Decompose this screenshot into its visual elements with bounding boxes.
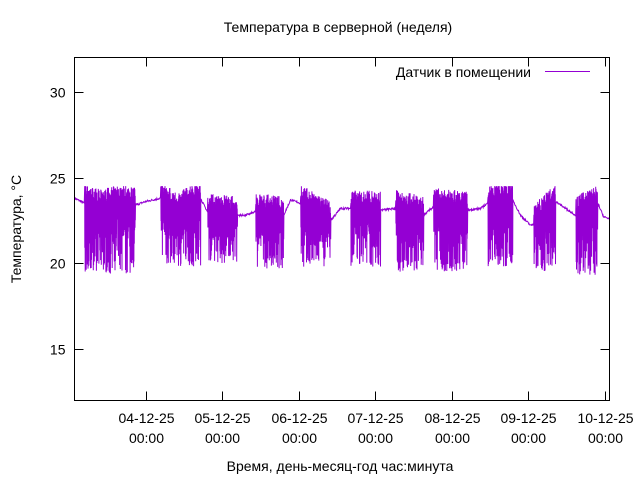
y-tick-label: 20 — [50, 256, 66, 272]
x-tick-time: 00:00 — [435, 430, 470, 446]
x-tick-date: 06-12-25 — [271, 410, 327, 426]
x-tick-time: 00:00 — [205, 430, 240, 446]
x-axis-label: Время, день-месяц-год час:минута — [227, 458, 454, 474]
x-tick-time: 00:00 — [511, 430, 546, 446]
x-tick-date: 10-12-25 — [577, 410, 633, 426]
x-tick-date: 07-12-25 — [347, 410, 403, 426]
plot-border — [74, 57, 610, 401]
x-tick-time: 00:00 — [129, 430, 164, 446]
y-axis-label: Температура, °C — [8, 175, 24, 283]
y-tick-label: 30 — [50, 85, 66, 101]
series-line-sensor — [74, 186, 610, 275]
x-tick-date: 04-12-25 — [118, 410, 174, 426]
x-tick-time: 00:00 — [358, 430, 393, 446]
legend: Датчик в помещении — [396, 64, 590, 80]
x-tick-date: 08-12-25 — [424, 410, 480, 426]
chart-title: Температура в серверной (неделя) — [224, 19, 452, 35]
x-tick-time: 00:00 — [282, 430, 317, 446]
y-tick-label: 15 — [50, 342, 66, 358]
y-tick-label: 25 — [50, 171, 66, 187]
x-tick-date: 05-12-25 — [194, 410, 250, 426]
x-tick-time: 00:00 — [588, 430, 623, 446]
x-tick-date: 09-12-25 — [500, 410, 556, 426]
legend-label: Датчик в помещении — [396, 64, 531, 80]
